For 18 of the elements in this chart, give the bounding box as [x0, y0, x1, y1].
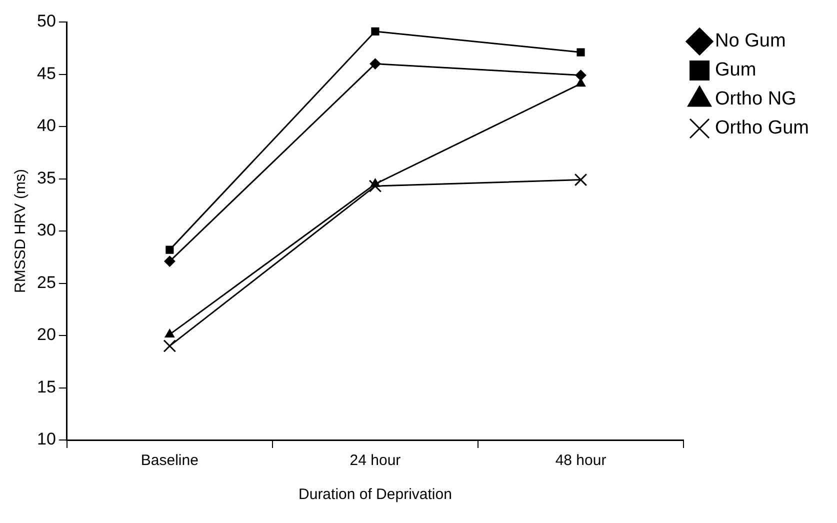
x-tick-label: 48 hour [555, 452, 606, 470]
x-tick-label: 24 hour [350, 452, 401, 470]
y-tick-label: 10 [36, 430, 56, 449]
y-tick-label: 20 [36, 325, 56, 344]
y-tick-label: 45 [36, 64, 56, 83]
legend-label: Gum [715, 60, 756, 81]
y-tick-label: 25 [36, 272, 56, 292]
y-tick-label: 15 [36, 377, 56, 396]
y-tick-label: 35 [36, 168, 56, 188]
y-axis-title: RMSSD HRV (ms) [12, 169, 30, 293]
y-tick-label: 30 [36, 220, 56, 240]
legend-label: No Gum [715, 30, 786, 52]
x-tick-label: Baseline [140, 452, 198, 470]
y-tick-label: 40 [36, 116, 56, 136]
legend-label: Ortho NG [715, 88, 796, 110]
x-axis-title: Duration of Deprivation [298, 486, 452, 504]
legend-label: Ortho Gum [715, 118, 810, 139]
y-tick-label: 50 [36, 12, 56, 31]
